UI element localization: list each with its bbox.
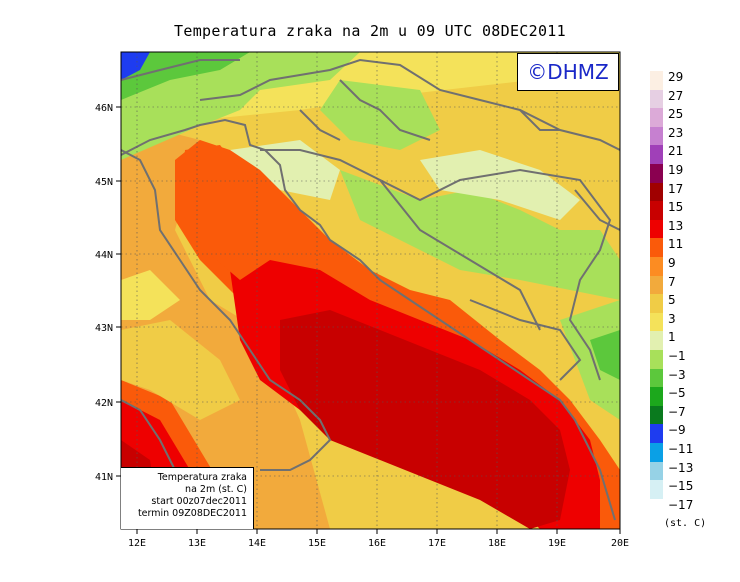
legend-swatch xyxy=(650,294,663,313)
legend-swatch xyxy=(650,238,663,257)
legend-swatch xyxy=(650,219,663,239)
legend-label: 23 xyxy=(668,125,684,140)
legend-swatch xyxy=(650,182,663,202)
legend-label: 17 xyxy=(668,181,684,196)
legend-label: −3 xyxy=(668,367,686,382)
legend-label: −1 xyxy=(668,349,686,363)
legend-label: 9 xyxy=(668,256,676,270)
legend-swatch xyxy=(650,368,663,388)
map-frame xyxy=(120,51,621,530)
legend-swatch xyxy=(650,201,663,220)
map-title: Temperatura zraka na 2m u 09 UTC 08DEC20… xyxy=(174,22,566,40)
legend-label: 1 xyxy=(668,330,676,345)
legend-label: 11 xyxy=(668,237,684,252)
legend-label: 3 xyxy=(668,311,676,326)
legend-label: −9 xyxy=(668,423,686,438)
legend-swatch xyxy=(650,424,663,443)
legend-swatch xyxy=(650,275,663,295)
legend-swatch xyxy=(650,126,663,146)
run-info-box: Temperatura zraka na 2m (st. C) start 00… xyxy=(121,467,254,529)
lat-label: 43N xyxy=(95,323,113,334)
legend-units: (st. C) xyxy=(664,518,707,529)
legend-label: 19 xyxy=(668,163,684,177)
legend-swatch xyxy=(650,145,663,164)
legend-label: 27 xyxy=(668,88,684,103)
legend-swatch xyxy=(650,331,663,350)
lon-label: 15E xyxy=(308,538,326,549)
tick-marks xyxy=(116,106,621,534)
legend-swatch xyxy=(650,312,663,332)
legend-swatch xyxy=(650,89,663,109)
lat-label: 46N xyxy=(95,103,113,114)
legend-swatch xyxy=(650,257,663,276)
legend-label: −7 xyxy=(668,404,686,419)
lon-label: 17E xyxy=(428,538,446,549)
legend-label: 7 xyxy=(668,274,676,289)
legend-swatch xyxy=(650,71,663,90)
lat-label: 45N xyxy=(95,177,113,188)
lon-label: 20E xyxy=(611,538,629,549)
legend-swatch xyxy=(650,461,663,481)
lat-label: 42N xyxy=(95,398,113,409)
legend-label: −17 xyxy=(668,497,694,512)
lon-label: 16E xyxy=(368,538,386,549)
legend-label: 5 xyxy=(668,293,676,308)
legend-swatch xyxy=(650,498,663,518)
legend-swatch xyxy=(650,387,663,406)
lat-label: 41N xyxy=(95,472,113,483)
legend-swatch xyxy=(650,164,663,183)
legend-label: −11 xyxy=(668,442,694,456)
legend-label: 13 xyxy=(668,218,684,233)
graticule xyxy=(121,52,620,529)
legend-swatch xyxy=(650,108,663,127)
lon-label: 12E xyxy=(128,538,146,549)
legend-swatch xyxy=(650,443,663,462)
lat-label: 44N xyxy=(95,250,113,261)
legend-swatch xyxy=(650,405,663,425)
legend-label: −15 xyxy=(668,479,694,494)
lon-label: 13E xyxy=(188,538,206,549)
info-line: termin 09Z08DEC2011 xyxy=(137,508,247,519)
info-line: na 2m (st. C) xyxy=(185,484,247,495)
legend-label: 15 xyxy=(668,200,684,215)
legend-swatch xyxy=(650,350,663,369)
lon-label: 14E xyxy=(248,538,266,549)
coastlines xyxy=(121,58,620,521)
dhmz-logo: ©DHMZ xyxy=(517,53,619,91)
legend-label: −13 xyxy=(668,460,694,475)
legend-label: 29 xyxy=(668,70,684,84)
lon-label: 18E xyxy=(488,538,506,549)
legend-label: −5 xyxy=(668,386,686,401)
legend-label: 25 xyxy=(668,107,684,122)
legend-swatch xyxy=(650,480,663,499)
legend-label: 21 xyxy=(668,144,684,159)
info-line: start 00z07dec2011 xyxy=(151,496,247,507)
info-line: Temperatura zraka xyxy=(157,472,247,483)
lon-label: 19E xyxy=(548,538,566,549)
